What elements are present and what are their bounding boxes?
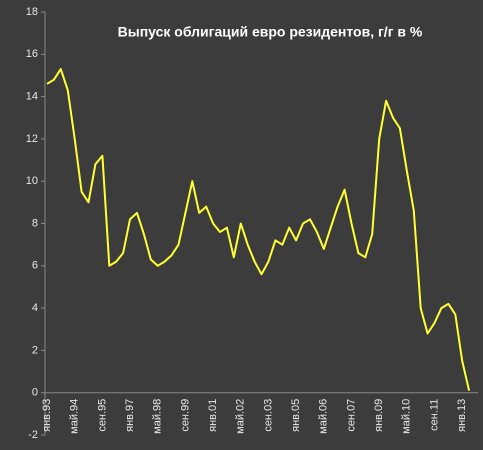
chart-title: Выпуск облигаций евро резидентов, г/г в … xyxy=(118,24,423,40)
y-tick-label: 4 xyxy=(32,302,38,314)
line xyxy=(46,68,471,391)
y-tick-label: 18 xyxy=(26,6,38,18)
x-tick-label: янв.93 xyxy=(41,399,53,432)
y-tick-label: 8 xyxy=(32,217,38,229)
x-tick-label: сен.99 xyxy=(179,399,191,432)
y-tick-label: -2 xyxy=(28,429,38,441)
y-tick-label: 14 xyxy=(26,91,38,103)
y-tick-label: 2 xyxy=(32,344,38,356)
x-tick-label: янв.13 xyxy=(456,399,468,432)
y-tick-label: 16 xyxy=(26,48,38,60)
x-tick-label: янв.09 xyxy=(373,399,385,432)
x-tick-label: янв.97 xyxy=(124,399,136,432)
x-tick-label: сен.03 xyxy=(262,399,274,432)
y-tick-label: 12 xyxy=(26,133,38,145)
x-tick-label: май.06 xyxy=(318,399,330,434)
x-tick-label: сен.07 xyxy=(345,399,357,432)
x-tick-label: май.94 xyxy=(69,399,81,434)
x-tick-label: янв.01 xyxy=(207,399,219,432)
x-tick-label: май.98 xyxy=(152,399,164,434)
x-tick-label: сен.11 xyxy=(428,399,440,431)
y-tick-label: 0 xyxy=(32,387,38,399)
y-tick-label: 6 xyxy=(32,260,38,272)
x-tick-label: май.10 xyxy=(401,399,413,434)
x-tick-label: сен.95 xyxy=(96,399,108,432)
x-tick-label: янв.05 xyxy=(290,399,302,432)
x-tick-label: май.02 xyxy=(235,399,247,434)
y-tick-label: 10 xyxy=(26,175,38,187)
